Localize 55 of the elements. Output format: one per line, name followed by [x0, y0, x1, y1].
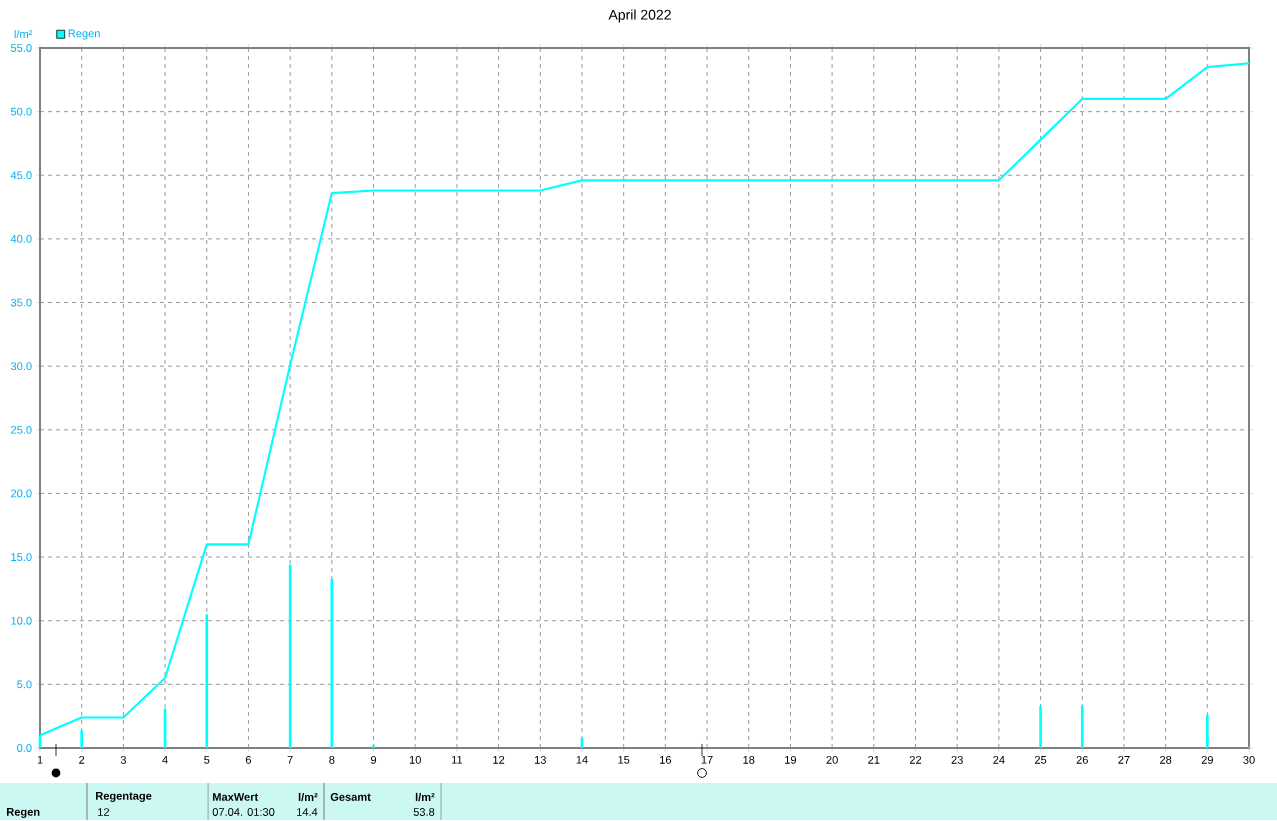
x-tick-label: 8 — [329, 756, 335, 765]
x-tick-label: 28 — [1160, 756, 1172, 765]
x-tick-label: 29 — [1201, 756, 1213, 765]
x-tick-label: 18 — [743, 756, 755, 765]
y-tick-label: 25.0 — [11, 426, 32, 434]
x-tick-label: 21 — [868, 756, 880, 764]
x-tick-label: 3 — [120, 756, 126, 765]
y-tick-label: 40.0 — [10, 235, 32, 244]
legend-label: Regen — [68, 29, 100, 40]
y-tick-label: 20.0 — [11, 489, 32, 498]
text: l/m² — [298, 793, 318, 802]
chart-title: April 2022 — [608, 9, 671, 23]
y-tick-label: 15.0 — [11, 553, 32, 562]
y-tick-label: 45.0 — [10, 171, 32, 180]
x-tick-label: 19 — [785, 756, 797, 765]
x-tick-label: 17 — [701, 756, 713, 764]
text: Gesamt — [330, 793, 371, 802]
x-tick-label: 22 — [909, 756, 922, 764]
x-tick-label: 11 — [452, 756, 463, 764]
x-tick-label: 12 — [493, 756, 505, 764]
text: Regen — [7, 808, 40, 819]
x-tick-label: 9 — [370, 756, 377, 765]
x-tick-label: 10 — [409, 756, 421, 765]
y-tick-label: 10.0 — [11, 617, 32, 625]
y-tick-label: 5.0 — [17, 680, 32, 689]
x-tick-label: 25 — [1034, 756, 1047, 765]
x-tick-label: 16 — [660, 756, 672, 765]
x-tick-label: 1 — [37, 756, 43, 764]
x-tick-label: 26 — [1076, 756, 1088, 765]
text: 12 — [98, 808, 110, 817]
x-tick-label: 30 — [1243, 756, 1255, 765]
y-tick-label: 30.0 — [10, 362, 32, 371]
text: 14.4 — [297, 808, 318, 817]
text: l/m² — [415, 793, 435, 802]
text: 53.8 — [413, 808, 435, 817]
y-tick-label: 35.0 — [10, 298, 32, 307]
y-tick-label: 55.0 — [10, 44, 32, 53]
y-tick-label: 0.0 — [17, 744, 32, 753]
x-tick-label: 14 — [576, 756, 588, 764]
x-tick-label: 20 — [826, 756, 838, 765]
x-tick-label: 13 — [534, 756, 546, 765]
x-tick-label: 23 — [951, 756, 963, 765]
x-tick-label: 4 — [162, 756, 168, 764]
y-tick-label: 50.0 — [10, 107, 32, 116]
x-tick-label: 2 — [79, 756, 85, 764]
x-tick-label: 5 — [204, 756, 210, 764]
x-tick-label: 24 — [993, 756, 1005, 764]
x-tick-label: 27 — [1118, 756, 1130, 764]
x-tick-label: 15 — [618, 756, 630, 764]
text: 07.04. 01:30 — [212, 808, 275, 817]
text: MaxWert — [213, 793, 259, 802]
text: Regentage — [96, 792, 152, 803]
y-axis-title: l/m² — [14, 30, 33, 39]
x-tick-label: 6 — [245, 756, 252, 765]
x-tick-label: 7 — [287, 756, 293, 764]
